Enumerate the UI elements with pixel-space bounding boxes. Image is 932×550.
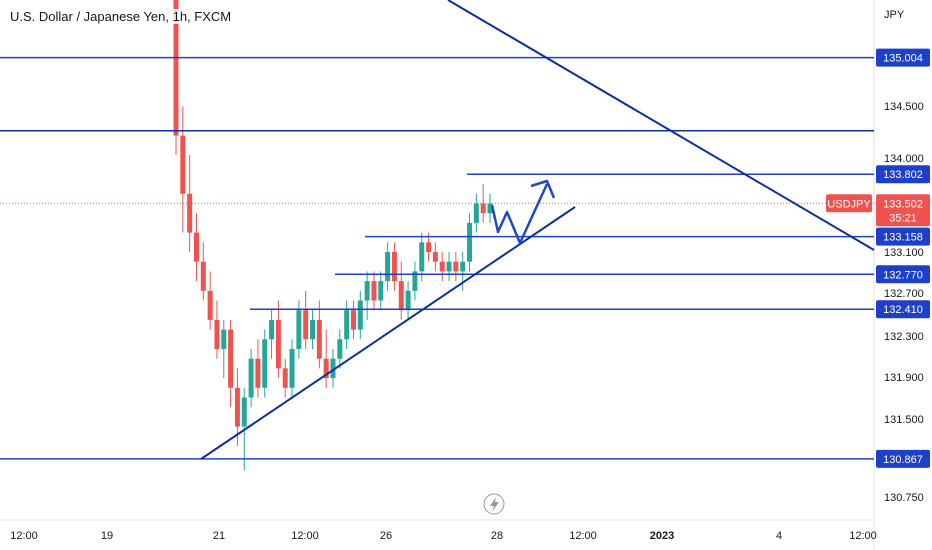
candle-body [398, 281, 404, 311]
countdown-label: 35:21 [889, 212, 917, 224]
candle-body [275, 319, 281, 369]
candle-body [337, 339, 343, 359]
lightning-icon [490, 497, 499, 512]
downtrend-line [447, 0, 875, 251]
candle-body [173, 0, 179, 136]
x-tick-label: 26 [380, 530, 392, 542]
symbol-label: USDJPY [827, 198, 871, 210]
candle-body [228, 329, 234, 388]
x-tick-label: 21 [213, 530, 225, 542]
price-level-tag [876, 300, 930, 319]
candle-body [467, 222, 473, 262]
y-tick-label: 133.100 [884, 247, 924, 259]
candle-body [207, 290, 213, 320]
candle-body [412, 271, 418, 291]
chart-title: U.S. Dollar / Japanese Yen, 1h, FXCM [8, 9, 234, 24]
candle-body [187, 193, 193, 233]
candle-body [234, 387, 240, 427]
candle-body [439, 261, 445, 272]
symbol-tag [826, 194, 872, 213]
x-tick-label: 19 [101, 530, 113, 542]
price-level-tag [876, 449, 930, 468]
candle-body [269, 319, 275, 340]
price-level-tag [876, 265, 930, 284]
candle-body [200, 261, 206, 291]
y-tick-label: 131.500 [884, 414, 924, 426]
y-tick-label: 130.750 [884, 492, 924, 504]
candle-body [432, 252, 438, 262]
price-level-label: 132.770 [883, 269, 923, 281]
candle-body [378, 281, 384, 301]
candle-body [316, 319, 322, 359]
y-tick-label: 134.500 [884, 101, 924, 113]
candle-body [344, 310, 350, 340]
projection-arrowhead [530, 179, 556, 199]
candle-body [419, 242, 425, 272]
candle-body [364, 281, 370, 301]
price-level-tag [876, 165, 930, 184]
candle-body [303, 310, 309, 340]
candle-body [330, 358, 336, 379]
x-tick-label: 2023 [650, 530, 674, 542]
candle-body [214, 319, 220, 349]
currency-label: JPY [884, 9, 905, 21]
price-level-label: 135.004 [883, 53, 923, 65]
price-level-tag [876, 48, 930, 67]
candle-body [180, 135, 186, 194]
x-tick-label: 28 [491, 530, 503, 542]
price-level-tag [876, 227, 930, 246]
candle-body [296, 310, 302, 349]
y-tick-label: 134.000 [884, 153, 924, 165]
candle-body [487, 203, 493, 214]
current-price-tag [876, 194, 930, 227]
price-level-label: 133.158 [883, 232, 923, 244]
candle-body [473, 203, 479, 223]
candle-body [426, 242, 432, 252]
y-tick-label: 131.900 [884, 372, 924, 384]
candle-body [480, 203, 486, 214]
x-tick-label: 12:00 [10, 530, 38, 542]
x-tick-label: 12:00 [291, 530, 319, 542]
candle-body [357, 300, 363, 330]
uptrend-line [200, 206, 576, 460]
candle-body [282, 368, 288, 388]
candle-body [255, 358, 261, 388]
price-level-label: 132.410 [883, 304, 923, 316]
candle-body [193, 232, 199, 262]
candle-body [221, 329, 227, 349]
projection-arrow [490, 183, 549, 245]
candle-body [371, 281, 377, 301]
candle-body [262, 339, 268, 388]
candle-body [323, 358, 329, 379]
candle-body [248, 358, 254, 398]
current-price-label: 133.502 [883, 198, 923, 210]
candle-body [289, 349, 295, 388]
y-tick-label: 132.700 [884, 288, 924, 300]
candle-body [385, 252, 391, 282]
y-tick-label: 132.300 [884, 331, 924, 343]
price-level-label: 133.802 [883, 169, 923, 181]
x-tick-label: 4 [776, 530, 782, 542]
candle-body [460, 261, 466, 272]
price-level-label: 130.867 [883, 454, 923, 466]
x-tick-label: 12:00 [569, 530, 597, 542]
candle-body [446, 261, 452, 272]
candle-body [391, 252, 397, 282]
candle-body [453, 261, 459, 272]
x-tick-label: 12:00 [849, 530, 877, 542]
candle-body [310, 319, 316, 340]
candle-body [241, 397, 247, 427]
candle-body [350, 310, 356, 330]
candle-body [405, 290, 411, 311]
